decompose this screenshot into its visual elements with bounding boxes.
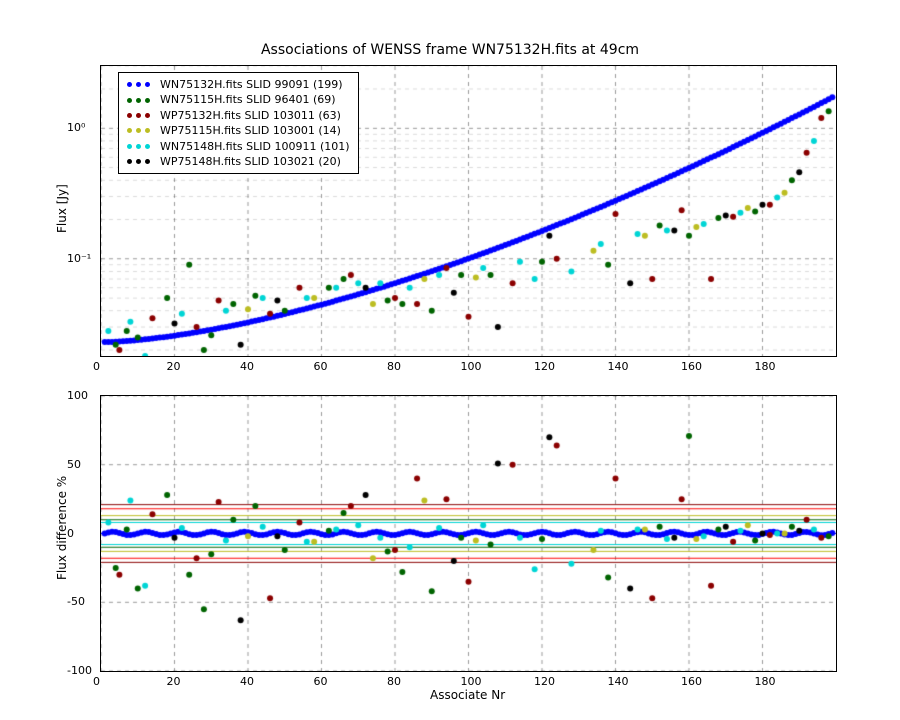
top-xtick-label: 180 xyxy=(755,360,776,373)
bottom-plot-area: 020406080100120140160180-100-50050100 xyxy=(100,395,837,672)
legend-marker xyxy=(127,144,150,149)
legend-label: WP75115H.fits SLID 103001 (14) xyxy=(160,123,341,138)
bottom-xtick-label: 100 xyxy=(461,675,482,688)
legend-entry: WN75148H.fits SLID 100911 (101) xyxy=(127,139,350,154)
bottom-xtick-label: 0 xyxy=(93,675,100,688)
bottom-ytick-label: 100 xyxy=(67,389,88,402)
top-xtick-label: 20 xyxy=(167,360,181,373)
bottom-xtick-label: 40 xyxy=(240,675,254,688)
legend-entry: WP75115H.fits SLID 103001 (14) xyxy=(127,123,350,138)
legend-label: WN75148H.fits SLID 100911 (101) xyxy=(160,139,350,154)
bottom-ytick-label: -100 xyxy=(67,664,92,677)
top-xtick-label: 80 xyxy=(387,360,401,373)
bottom-scatter-canvas xyxy=(101,396,836,671)
bottom-xtick-label: 20 xyxy=(167,675,181,688)
top-xtick-label: 100 xyxy=(461,360,482,373)
top-xtick-label: 160 xyxy=(681,360,702,373)
xlabel: Associate Nr xyxy=(430,688,505,702)
bottom-xtick-label: 140 xyxy=(608,675,629,688)
legend-marker xyxy=(127,98,150,103)
legend-label: WN75132H.fits SLID 99091 (199) xyxy=(160,77,343,92)
top-xtick-label: 140 xyxy=(608,360,629,373)
bottom-ylabel: Flux difference % xyxy=(55,476,69,580)
chart-title: Associations of WENSS frame WN75132H.fit… xyxy=(0,42,900,58)
top-ytick-label: 10⁻¹ xyxy=(67,252,95,265)
top-xtick-label: 120 xyxy=(534,360,555,373)
top-xtick-label: 60 xyxy=(314,360,328,373)
legend-marker xyxy=(127,82,150,87)
bottom-xtick-label: 80 xyxy=(387,675,401,688)
bottom-xtick-label: 180 xyxy=(755,675,776,688)
legend-entry: WN75115H.fits SLID 96401 (69) xyxy=(127,92,350,107)
legend-label: WP75148H.fits SLID 103021 (20) xyxy=(160,154,341,169)
legend-entry: WP75148H.fits SLID 103021 (20) xyxy=(127,154,350,169)
bottom-ytick-label: 50 xyxy=(67,458,81,471)
top-xtick-label: 40 xyxy=(240,360,254,373)
bottom-xtick-label: 160 xyxy=(681,675,702,688)
legend-marker xyxy=(127,113,150,118)
legend-marker xyxy=(127,159,150,164)
legend-label: WP75132H.fits SLID 103011 (63) xyxy=(160,108,341,123)
top-ytick-label: 10⁰ xyxy=(67,121,95,134)
bottom-xtick-label: 120 xyxy=(534,675,555,688)
legend-label: WN75115H.fits SLID 96401 (69) xyxy=(160,92,336,107)
legend-box: WN75132H.fits SLID 99091 (199)WN75115H.f… xyxy=(118,72,359,174)
legend-entry: WN75132H.fits SLID 99091 (199) xyxy=(127,77,350,92)
legend-entry: WP75132H.fits SLID 103011 (63) xyxy=(127,108,350,123)
bottom-xtick-label: 60 xyxy=(314,675,328,688)
legend-marker xyxy=(127,128,150,133)
bottom-ytick-label: -50 xyxy=(67,595,85,608)
top-xtick-label: 0 xyxy=(93,360,100,373)
top-ylabel: Flux [Jy] xyxy=(55,184,69,233)
